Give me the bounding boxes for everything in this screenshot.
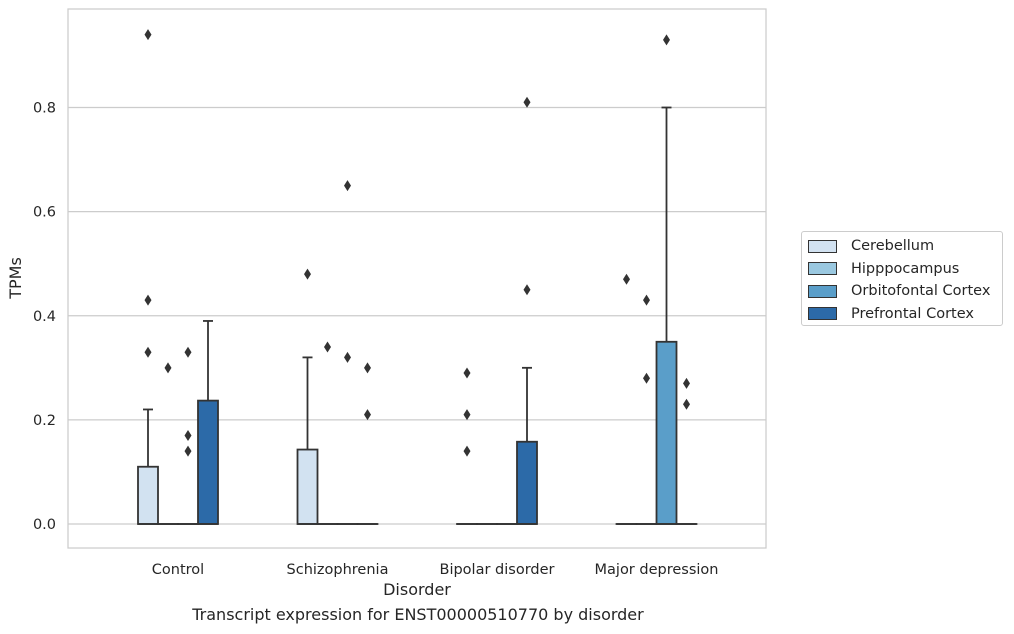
box	[137, 465, 159, 525]
box-prefrontal-cortex-bipolar-disorder	[516, 96, 538, 525]
box-hipppocampus-schizophrenia	[316, 341, 339, 525]
legend-swatch-prefrontal-cortex	[808, 307, 837, 321]
legend-swatch-hippocampus	[808, 262, 837, 276]
box	[655, 340, 678, 525]
box-cerebellum-control	[137, 29, 159, 525]
figure-caption: Transcript expression for ENST0000051077…	[192, 605, 644, 624]
outlier-point	[623, 273, 630, 285]
x-tick-labels: Control Schizophrenia Bipolar disorder Majo…	[152, 562, 719, 578]
plot-frame	[67, 8, 767, 549]
x-tick-label: Major depression	[595, 562, 719, 578]
legend: Cerebellum Hipppocampus Orbitofontal Cor…	[801, 231, 1003, 326]
legend-label-prefrontal-cortex: Prefrontal Cortex	[851, 305, 974, 322]
box-orbitofontal-cortex-control	[177, 346, 199, 525]
box-orbitofontal-cortex-major-depression	[655, 34, 678, 525]
x-tick-label: Schizophrenia	[287, 562, 389, 578]
outlier-point	[344, 180, 351, 192]
legend-item-hippocampus: Hipppocampus	[802, 258, 1002, 281]
y-tick-label: 0.6	[33, 205, 56, 221]
outlier-point	[463, 409, 471, 421]
outlier-point	[683, 398, 690, 410]
box-prefrontal-cortex-control	[197, 320, 219, 525]
outlier-point	[463, 367, 471, 379]
y-tick-label: 0.0	[33, 517, 56, 533]
outlier-point	[184, 445, 192, 457]
y-tick-labels: 0.0 0.2 0.4 0.6 0.8	[33, 101, 56, 534]
legend-item-prefrontal-cortex: Prefrontal Cortex	[802, 303, 1002, 326]
outlier-point	[683, 377, 690, 389]
x-tick-label: Bipolar disorder	[440, 562, 555, 578]
box-prefrontal-cortex-schizophrenia	[356, 362, 379, 525]
box-cerebellum-bipolar-disorder	[456, 367, 478, 525]
legend-label-cerebellum: Cerebellum	[851, 238, 935, 255]
x-tick-label: Control	[152, 562, 204, 578]
box-hipppocampus-control	[157, 362, 179, 525]
box-cerebellum-schizophrenia	[296, 268, 319, 525]
outlier-point	[364, 362, 371, 374]
y-tick-label: 0.2	[33, 413, 56, 429]
outlier-point	[184, 429, 192, 441]
outlier-point	[643, 372, 650, 384]
legend-label-orbitofrontal-cortex: Orbitofontal Cortex	[851, 283, 991, 300]
box	[296, 448, 319, 525]
y-tick-label: 0.8	[33, 101, 56, 117]
box	[197, 399, 219, 525]
outlier-point	[144, 29, 152, 41]
y-axis-label: TPMs	[6, 257, 25, 300]
outlier-point	[643, 294, 650, 306]
outlier-point	[184, 346, 192, 358]
outlier-point	[663, 34, 670, 46]
box	[516, 440, 538, 525]
legend-item-cerebellum: Cerebellum	[802, 235, 1002, 258]
box-prefrontal-cortex-major-depression	[675, 377, 698, 525]
outlier-point	[164, 362, 172, 374]
box-cerebellum-major-depression	[615, 273, 638, 525]
outlier-point	[523, 284, 531, 296]
x-axis-label: Disorder	[383, 580, 451, 599]
outlier-point	[324, 341, 331, 353]
outlier-point	[144, 346, 152, 358]
outlier-point	[364, 409, 371, 421]
outlier-point	[144, 294, 152, 306]
box-series	[137, 29, 698, 525]
outlier-point	[523, 96, 531, 108]
legend-swatch-orbitofrontal-cortex	[808, 284, 837, 298]
legend-item-orbitofrontal-cortex: Orbitofontal Cortex	[802, 280, 1002, 303]
legend-swatch-cerebellum	[808, 239, 837, 253]
outlier-point	[463, 445, 471, 457]
legend-label-hippocampus: Hipppocampus	[851, 260, 960, 277]
y-tick-label: 0.4	[33, 309, 56, 325]
box-hipppocampus-major-depression	[635, 294, 658, 525]
outlier-point	[344, 351, 351, 363]
outlier-point	[304, 268, 311, 280]
box-orbitofontal-cortex-schizophrenia	[336, 180, 359, 525]
